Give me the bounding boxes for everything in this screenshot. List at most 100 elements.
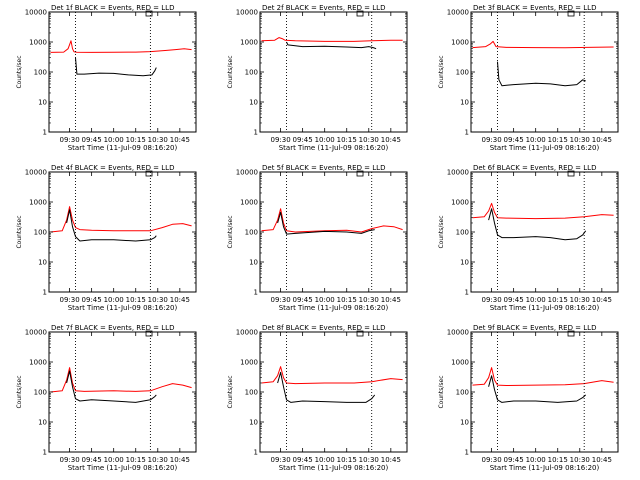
y-axis-label: Counts/sec bbox=[438, 375, 445, 408]
y-axis-label: Counts/sec bbox=[227, 215, 234, 248]
series-events-line bbox=[488, 208, 587, 241]
panel-det-9: Det 9f BLACK = Events, RED = LLD 1 10 100 10… bbox=[438, 324, 619, 472]
x-tick-label: 09:45 bbox=[293, 136, 313, 144]
x-tick-label: 10:30 bbox=[148, 136, 168, 144]
panel-det-3: Det 3f BLACK = Events, RED = LLD 1 10 100 10… bbox=[438, 4, 619, 152]
x-tick-label: 09:45 bbox=[504, 136, 524, 144]
x-tick-label: 10:15 bbox=[548, 296, 568, 304]
x-tick-label: 10:30 bbox=[570, 456, 590, 464]
y-tick-label: 10 bbox=[38, 419, 47, 427]
x-tick-label: 09:30 bbox=[59, 136, 79, 144]
x-tick-label: 10:45 bbox=[381, 456, 401, 464]
y-tick-label: 10 bbox=[38, 259, 47, 267]
x-axis-label: Start Time (11-Jul-09 08:16:20) bbox=[68, 464, 178, 472]
x-tick-label: 10:45 bbox=[381, 296, 401, 304]
x-tick-label: 09:30 bbox=[270, 296, 290, 304]
marker-box-icon bbox=[145, 170, 153, 177]
x-tick-label: 09:30 bbox=[481, 456, 501, 464]
plot-frame bbox=[48, 11, 197, 133]
series-events-line bbox=[277, 211, 375, 235]
series-lld-line bbox=[261, 37, 403, 42]
y-tick-label: 10000 bbox=[447, 329, 469, 337]
x-tick-label: 10:45 bbox=[170, 296, 190, 304]
y-tick-label: 10 bbox=[249, 259, 258, 267]
y-tick-label: 10 bbox=[249, 419, 258, 427]
y-tick-label: 1 bbox=[43, 289, 47, 297]
y-tick-label: 10000 bbox=[236, 169, 258, 177]
x-tick-label: 10:30 bbox=[359, 136, 379, 144]
marker-box-icon bbox=[145, 10, 153, 17]
x-axis-label: Start Time (11-Jul-09 08:16:20) bbox=[490, 304, 600, 312]
x-tick-label: 09:30 bbox=[59, 456, 79, 464]
y-tick-label: 1 bbox=[43, 129, 47, 137]
panel-title: Det 2f BLACK = Events, RED = LLD bbox=[262, 4, 385, 12]
y-axis-label: Counts/sec bbox=[438, 215, 445, 248]
marker-box-icon bbox=[356, 170, 364, 177]
y-tick-label: 1 bbox=[465, 449, 469, 457]
panel-title: Det 8f BLACK = Events, RED = LLD bbox=[262, 324, 385, 332]
y-tick-label: 1000 bbox=[451, 359, 469, 367]
y-tick-label: 1000 bbox=[240, 359, 258, 367]
y-tick-label: 100 bbox=[34, 69, 47, 77]
y-tick-label: 1000 bbox=[29, 199, 47, 207]
y-tick-label: 1 bbox=[465, 129, 469, 137]
y-tick-label: 100 bbox=[456, 69, 469, 77]
x-tick-label: 10:45 bbox=[592, 136, 612, 144]
y-tick-label: 10000 bbox=[447, 169, 469, 177]
marker-box-icon bbox=[356, 330, 364, 337]
y-tick-label: 1000 bbox=[29, 359, 47, 367]
x-axis-label: Start Time (11-Jul-09 08:16:20) bbox=[279, 464, 389, 472]
x-axis-label: Start Time (11-Jul-09 08:16:20) bbox=[279, 304, 389, 312]
y-axis-label: Counts/sec bbox=[16, 55, 23, 88]
y-tick-label: 1000 bbox=[451, 39, 469, 47]
marker-box-icon bbox=[567, 170, 575, 177]
x-tick-label: 10:15 bbox=[337, 296, 357, 304]
y-tick-label: 1 bbox=[254, 129, 258, 137]
x-tick-label: 10:30 bbox=[570, 296, 590, 304]
y-tick-label: 100 bbox=[245, 229, 258, 237]
marker-box-icon bbox=[145, 330, 153, 337]
y-tick-label: 10 bbox=[38, 99, 47, 107]
panel-title: Det 5f BLACK = Events, RED = LLD bbox=[262, 164, 385, 172]
x-tick-label: 10:15 bbox=[548, 456, 568, 464]
plot-frame bbox=[48, 171, 197, 293]
series-lld-line bbox=[472, 202, 614, 220]
y-tick-label: 10 bbox=[249, 99, 258, 107]
y-tick-label: 100 bbox=[245, 389, 258, 397]
y-tick-label: 100 bbox=[245, 69, 258, 77]
x-tick-label: 10:00 bbox=[315, 456, 335, 464]
x-tick-label: 09:30 bbox=[270, 456, 290, 464]
y-tick-label: 1000 bbox=[451, 199, 469, 207]
x-tick-label: 09:45 bbox=[82, 136, 102, 144]
y-tick-label: 1 bbox=[254, 289, 258, 297]
series-events-line bbox=[286, 41, 377, 50]
x-tick-label: 10:30 bbox=[359, 296, 379, 304]
y-tick-label: 1 bbox=[465, 289, 469, 297]
series-lld-line bbox=[50, 367, 192, 393]
y-axis-label: Counts/sec bbox=[16, 215, 23, 248]
panel-title: Det 9f BLACK = Events, RED = LLD bbox=[473, 324, 596, 332]
x-tick-label: 09:30 bbox=[59, 296, 79, 304]
series-events-line bbox=[488, 375, 587, 403]
y-tick-label: 1 bbox=[43, 449, 47, 457]
y-tick-label: 1000 bbox=[240, 39, 258, 47]
panel-title: Det 6f BLACK = Events, RED = LLD bbox=[473, 164, 596, 172]
panel-det-4: Det 4f BLACK = Events, RED = LLD 1 10 100 10… bbox=[16, 164, 197, 312]
panel-det-5: Det 5f BLACK = Events, RED = LLD 1 10 100 10… bbox=[227, 164, 408, 312]
x-tick-label: 10:30 bbox=[148, 456, 168, 464]
y-tick-label: 10 bbox=[460, 99, 469, 107]
y-tick-label: 10000 bbox=[25, 169, 47, 177]
y-tick-label: 100 bbox=[456, 389, 469, 397]
x-tick-label: 10:00 bbox=[315, 136, 335, 144]
y-tick-label: 10 bbox=[460, 259, 469, 267]
x-axis-label: Start Time (11-Jul-09 08:16:20) bbox=[490, 144, 600, 152]
series-lld-line bbox=[261, 366, 403, 385]
x-tick-label: 09:45 bbox=[504, 456, 524, 464]
plot-frame bbox=[470, 11, 619, 133]
panel-det-7: Det 7f BLACK = Events, RED = LLD 1 10 100 10… bbox=[16, 324, 197, 472]
x-tick-label: 10:30 bbox=[570, 136, 590, 144]
y-tick-label: 10000 bbox=[236, 329, 258, 337]
x-tick-label: 09:45 bbox=[504, 296, 524, 304]
x-tick-label: 09:30 bbox=[481, 296, 501, 304]
x-tick-label: 10:00 bbox=[315, 296, 335, 304]
